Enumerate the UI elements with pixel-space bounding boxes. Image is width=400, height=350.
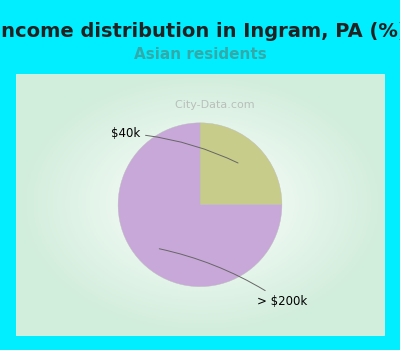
Text: $40k: $40k	[111, 127, 238, 163]
Text: Income distribution in Ingram, PA (%): Income distribution in Ingram, PA (%)	[0, 22, 400, 41]
Wedge shape	[118, 123, 282, 287]
Text: Asian residents: Asian residents	[134, 47, 266, 62]
Text: > $200k: > $200k	[159, 249, 307, 308]
Text: City-Data.com: City-Data.com	[168, 100, 255, 110]
Wedge shape	[200, 123, 282, 205]
